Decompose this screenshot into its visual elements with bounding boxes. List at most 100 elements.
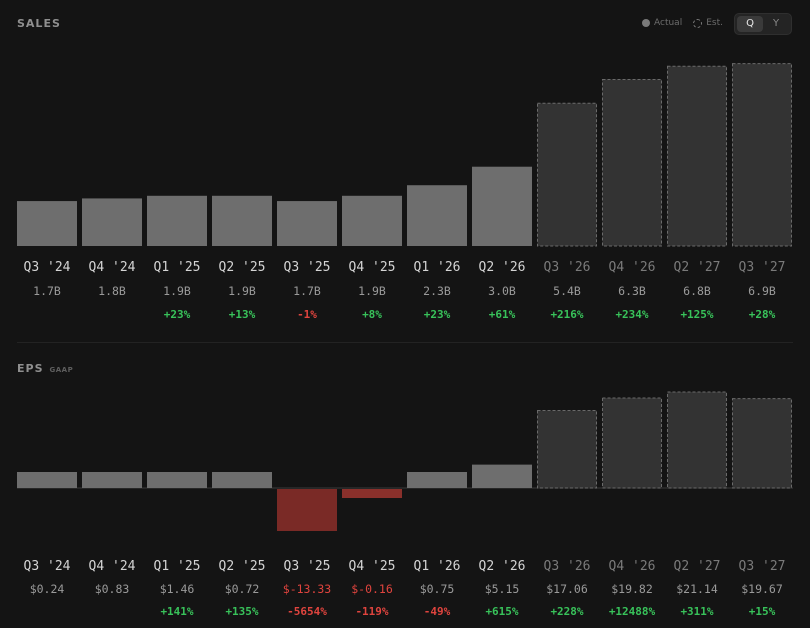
eps-category-label: Q3 '26 (544, 559, 591, 574)
eps-category-label: Q4 '24 (89, 559, 136, 574)
eps-category-label: Q2 '27 (674, 559, 721, 574)
sales-value-label: 6.9B (748, 284, 776, 298)
sales-change-label: +8% (362, 308, 382, 321)
eps-value-label: $19.82 (611, 582, 653, 596)
sales-category-label: Q2 '25 (219, 260, 266, 275)
toggle-yearly-button[interactable]: Y (772, 18, 780, 29)
sales-bar (537, 102, 597, 247)
eps-value-label: $-13.33 (283, 582, 332, 596)
eps-value-label: $0.83 (95, 582, 130, 596)
eps-value-label: $-0.16 (351, 582, 393, 596)
sales-value-label: 1.9B (163, 284, 191, 298)
sales-value-label: 1.9B (358, 284, 386, 298)
sales-category-label: Q1 '25 (154, 260, 201, 275)
sales-category-label: Q1 '26 (414, 260, 461, 275)
eps-title: EPS GAAP (17, 362, 73, 375)
eps-bar (407, 472, 467, 488)
eps-category-label: Q1 '25 (154, 559, 201, 574)
legend-actual-label: Actual (654, 18, 683, 28)
sales-category-label: Q3 '26 (544, 260, 591, 275)
sales-value-label: 1.8B (98, 284, 126, 298)
eps-bar (212, 472, 272, 488)
sales-change-label: +23% (424, 308, 451, 321)
eps-category-label: Q4 '25 (349, 559, 396, 574)
sales-change-label: +125% (680, 308, 713, 321)
sales-change-label: +216% (550, 308, 583, 321)
eps-change-label: -5654% (287, 605, 327, 618)
sales-value-label: 5.4B (553, 284, 581, 298)
eps-value-label: $0.24 (30, 582, 65, 596)
eps-category-label: Q3 '25 (284, 559, 331, 574)
sales-value-label: 2.3B (423, 284, 451, 298)
sales-chart: Q3 '24 1.7B Q4 '24 1.8B Q1 '25 1.9B +23% Q2 '25… (17, 63, 792, 321)
eps-subtitle: GAAP (49, 366, 74, 374)
sales-bar (277, 201, 337, 246)
eps-change-label: +135% (225, 605, 258, 618)
sales-change-label: +234% (615, 308, 648, 321)
eps-bar (277, 489, 337, 531)
sales-category-label: Q2 '27 (674, 260, 721, 275)
sales-bar (602, 79, 662, 247)
eps-bar (17, 472, 77, 488)
sales-bar (342, 195, 402, 246)
eps-change-label: +15% (749, 605, 776, 618)
eps-bar (667, 391, 727, 489)
sales-category-label: Q4 '25 (349, 260, 396, 275)
eps-change-label: +141% (160, 605, 193, 618)
eps-bar (342, 489, 402, 498)
sales-category-label: Q3 '24 (24, 260, 71, 275)
sales-bar (407, 185, 467, 246)
eps-category-label: Q2 '25 (219, 559, 266, 574)
sales-change-label: +23% (164, 308, 191, 321)
sales-bar (82, 198, 142, 246)
period-toggle[interactable]: Q Y (734, 13, 792, 35)
eps-value-label: $0.75 (420, 582, 455, 596)
sales-category-label: Q3 '27 (739, 260, 786, 275)
sales-category-label: Q2 '26 (479, 260, 526, 275)
eps-change-label: -119% (355, 605, 388, 618)
sales-bar (212, 195, 272, 246)
toggle-quarterly-button[interactable]: Q (737, 16, 763, 32)
sales-value-label: 3.0B (488, 284, 516, 298)
eps-change-label: +228% (550, 605, 583, 618)
eps-bar (537, 410, 597, 489)
estimate-swatch-icon (693, 18, 703, 28)
sales-change-label: +13% (229, 308, 256, 321)
legend-est-label: Est. (706, 18, 723, 28)
eps-bar (82, 472, 142, 488)
sales-value-label: 6.8B (683, 284, 711, 298)
eps-change-label: -49% (424, 605, 451, 618)
eps-bar (732, 398, 792, 489)
legend: Actual Est. (642, 18, 723, 28)
sales-value-label: 1.7B (293, 284, 321, 298)
eps-category-label: Q1 '26 (414, 559, 461, 574)
section-divider (17, 342, 793, 343)
sales-value-label: 1.9B (228, 284, 256, 298)
eps-category-label: Q3 '27 (739, 559, 786, 574)
eps-category-label: Q4 '26 (609, 559, 656, 574)
sales-bar (17, 201, 77, 246)
eps-value-label: $1.46 (160, 582, 195, 596)
sales-change-label: +28% (749, 308, 776, 321)
sales-category-label: Q4 '26 (609, 260, 656, 275)
sales-value-label: 6.3B (618, 284, 646, 298)
eps-bar (602, 397, 662, 489)
eps-category-label: Q3 '24 (24, 559, 71, 574)
sales-bar (472, 166, 532, 246)
eps-change-label: +311% (680, 605, 713, 618)
eps-value-label: $21.14 (676, 582, 718, 596)
eps-value-label: $5.15 (485, 582, 520, 596)
sales-category-label: Q4 '24 (89, 260, 136, 275)
sales-title: SALES (17, 17, 61, 30)
eps-category-label: Q2 '26 (479, 559, 526, 574)
sales-bar (732, 63, 792, 247)
actual-swatch-icon (642, 19, 650, 27)
sales-bar (147, 195, 207, 246)
eps-bar (147, 472, 207, 488)
eps-title-text: EPS (17, 362, 44, 375)
eps-value-label: $0.72 (225, 582, 260, 596)
eps-value-label: $19.67 (741, 582, 783, 596)
sales-category-label: Q3 '25 (284, 260, 331, 275)
sales-value-label: 1.7B (33, 284, 61, 298)
